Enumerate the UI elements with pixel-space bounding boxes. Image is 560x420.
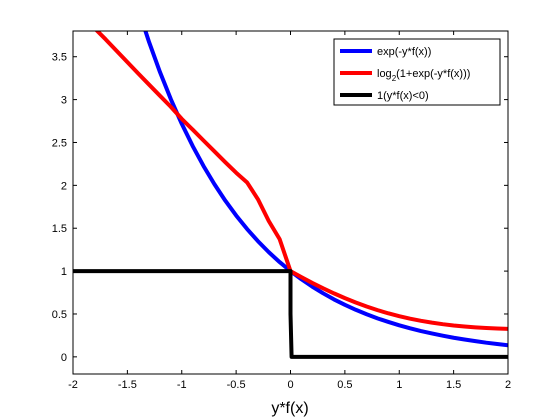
y-tick-label: 1 xyxy=(61,266,67,278)
y-tick-label: 2.5 xyxy=(52,137,67,149)
x-tick-label: -2 xyxy=(68,379,78,391)
y-tick-label: 0.5 xyxy=(52,309,67,321)
series-line-3 xyxy=(73,269,508,359)
y-tick-label: 3.5 xyxy=(52,52,67,64)
legend-label-2: log2(1+exp(-y*f(x))) xyxy=(377,68,470,83)
tick-layer: -2 -1.5 -1 -0.5 0 0.5 1 1.5 2 0 0.5 1 1.5 2 2.5 3 3.5 xyxy=(52,31,511,391)
x-tick-label: 1.5 xyxy=(446,379,461,391)
series-layer xyxy=(73,31,508,359)
x-tick-label: 0.5 xyxy=(337,379,352,391)
y-tick-label: 1.5 xyxy=(52,223,67,235)
x-tick-label: -0.5 xyxy=(227,379,246,391)
legend-label-3: 1(y*f(x)<0) xyxy=(377,90,429,102)
y-tick-label: 0 xyxy=(61,352,67,364)
legend: exp(-y*f(x)) log2(1+exp(-y*f(x))) 1(y*f(x)… xyxy=(333,38,501,106)
y-tick-label: 3 xyxy=(61,95,67,107)
series-line-1 xyxy=(143,31,508,348)
x-tick-label: -1 xyxy=(177,379,187,391)
x-tick-label: 1 xyxy=(396,379,402,391)
x-tick-label: -1.5 xyxy=(118,379,137,391)
series-line-2 xyxy=(94,31,508,331)
y-tick-label: 2 xyxy=(61,180,67,192)
x-tick-label: 0 xyxy=(287,379,293,391)
x-tick-label: 2 xyxy=(505,379,511,391)
legend-label-1: exp(-y*f(x)) xyxy=(377,46,431,58)
x-axis-label: y*f(x) xyxy=(271,400,308,417)
